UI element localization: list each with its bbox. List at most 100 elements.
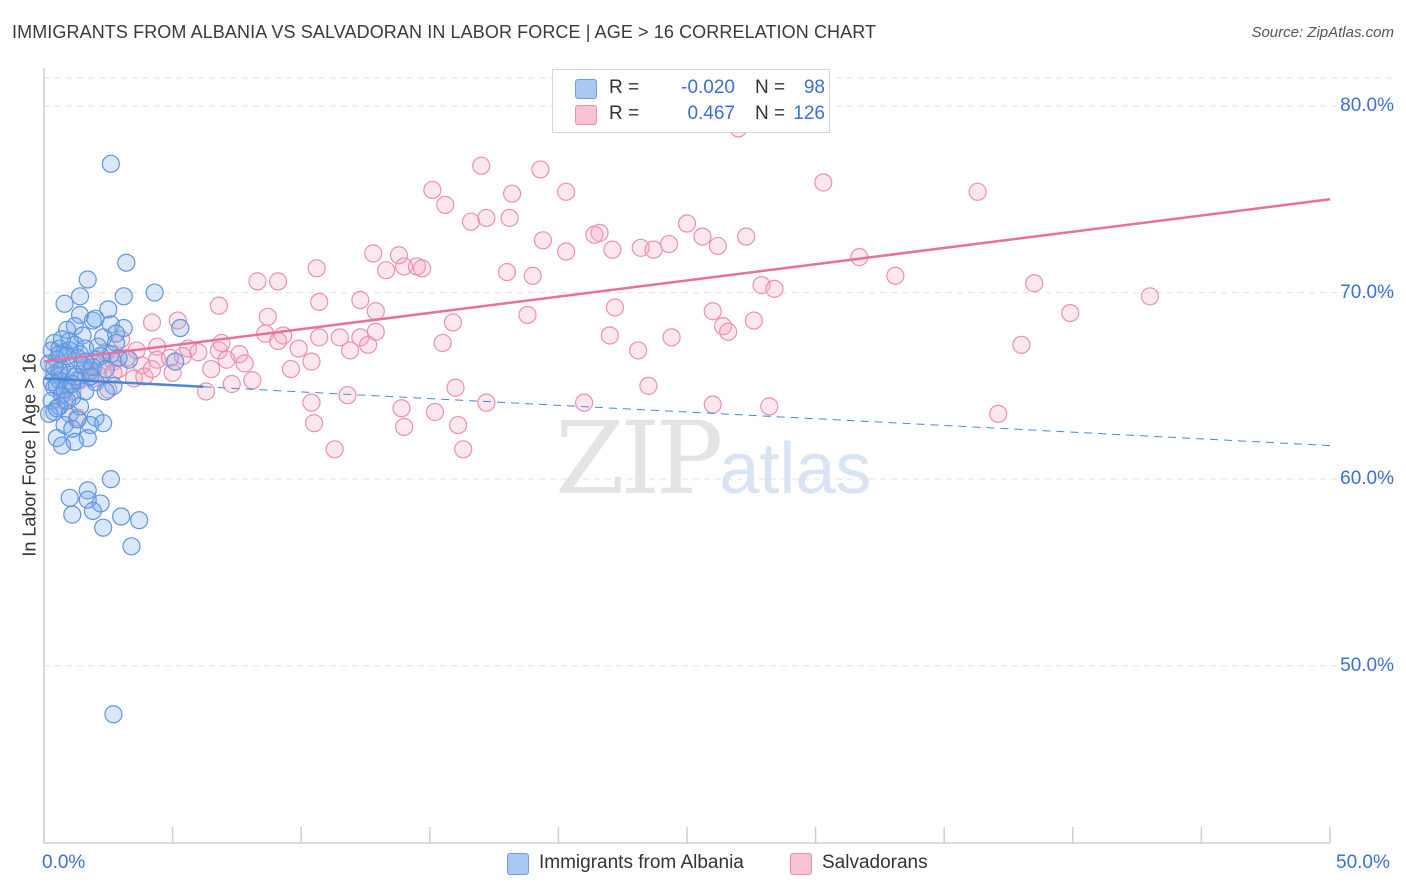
salvadoran-point — [325, 440, 344, 459]
salvadoran-point — [412, 259, 432, 278]
salvadoran-trend-line — [43, 198, 1331, 363]
legend-r-value-albania: -0.020 — [681, 77, 735, 98]
salvadoran-point — [603, 240, 622, 259]
salvadoran-point — [703, 302, 722, 321]
salvadoran-point — [533, 231, 553, 250]
chart-source: Source: ZipAtlas.com — [1251, 24, 1394, 41]
albania-point — [70, 287, 90, 306]
salvadoran-point — [268, 272, 288, 291]
albania-point — [52, 436, 72, 455]
legend-r-label: R = — [609, 103, 640, 124]
salvadoran-point — [425, 402, 445, 422]
bottom-legend-swatch-albania — [507, 853, 529, 875]
albania-point — [91, 494, 110, 513]
albania-point — [88, 337, 108, 356]
albania-point — [171, 318, 190, 338]
salvadoran-point — [135, 367, 154, 386]
salvadoran-point — [814, 173, 833, 192]
salvadoran-point — [366, 302, 385, 321]
salvadoran-point — [1061, 303, 1080, 323]
salvadoran-point — [659, 234, 679, 254]
salvadoran-point — [446, 378, 465, 397]
y-axis-label: In Labor Force | Age > 16 — [19, 353, 40, 557]
albania-point — [114, 287, 133, 306]
salvadoran-point — [394, 257, 414, 276]
salvadoran-point — [217, 350, 236, 369]
albania-point — [104, 705, 123, 724]
legend-n-label: N = — [755, 103, 786, 124]
albania-point — [83, 311, 102, 330]
y-tick-label: 70.0% — [1340, 281, 1394, 303]
salvadoran-point — [454, 440, 473, 459]
albania-point — [101, 154, 120, 173]
salvadoran-point — [209, 296, 228, 315]
salvadoran-point — [243, 371, 262, 390]
salvadoran-point — [703, 395, 722, 414]
salvadoran-point — [765, 279, 784, 298]
albania-trend-line — [43, 377, 204, 389]
salvadoran-point — [142, 313, 162, 332]
salvadoran-point — [644, 240, 663, 259]
salvadoran-point — [443, 313, 463, 332]
salvadoran-point — [708, 236, 727, 256]
salvadoran-point — [1012, 335, 1031, 354]
albania-point — [55, 294, 74, 313]
salvadoran-point — [719, 322, 738, 341]
salvadoran-point — [330, 328, 349, 347]
salvadoran-point — [258, 307, 277, 326]
albania-point — [52, 330, 72, 349]
albania-point — [166, 352, 185, 371]
salvadoran-point — [423, 180, 442, 200]
salvadoran-point — [760, 397, 779, 416]
chart-title: IMMIGRANTS FROM ALBANIA VS SALVADORAN IN… — [12, 22, 877, 42]
salvadoran-point — [639, 376, 658, 395]
salvadoran-point — [575, 393, 594, 412]
salvadoran-point — [744, 311, 763, 330]
salvadoran-point — [142, 359, 162, 379]
salvadoran-point — [235, 354, 254, 373]
albania-point — [130, 511, 149, 530]
salvadoran-point — [518, 305, 537, 325]
salvadoran-point — [523, 266, 542, 285]
salvadoran-point — [302, 352, 321, 371]
albania-point — [112, 507, 131, 526]
x-tick-label-min: 0.0% — [42, 852, 86, 873]
albania-point — [47, 399, 66, 418]
salvadoran-point — [989, 404, 1008, 423]
salvadoran-point — [364, 244, 383, 263]
salvadoran-point — [212, 333, 231, 353]
salvadoran-point — [693, 227, 712, 246]
salvadoran-point — [351, 290, 370, 310]
salvadoran-point — [629, 341, 648, 360]
salvadoran-point — [189, 343, 208, 362]
albania-point — [117, 253, 136, 272]
albania-point — [60, 488, 79, 507]
salvadoran-point — [531, 160, 550, 179]
salvadoran-point — [310, 292, 329, 312]
albania-point — [101, 470, 120, 489]
salvadoran-point — [662, 328, 681, 347]
watermark-atlas: atlas — [719, 429, 872, 509]
salvadoran-point — [886, 266, 905, 285]
albania-point — [96, 382, 115, 401]
albania-point — [81, 367, 100, 386]
salvadoran-point — [281, 359, 301, 379]
albania-point — [58, 391, 77, 410]
salvadoran-point — [713, 317, 733, 336]
salvadoran-point — [163, 363, 182, 382]
salvadoran-point — [268, 331, 288, 351]
salvadoran-point — [677, 214, 697, 233]
salvadoran-point — [392, 399, 411, 418]
salvadoran-point — [248, 272, 267, 291]
salvadoran-point — [500, 208, 519, 228]
salvadoran-point — [168, 311, 187, 330]
albania-point — [94, 414, 113, 433]
y-tick-label: 50.0% — [1340, 654, 1394, 676]
albania-point — [63, 374, 82, 394]
salvadoran-point — [310, 328, 329, 347]
salvadoran-point — [304, 414, 324, 433]
legend-r-value-salvadoran: 0.467 — [687, 103, 735, 124]
correlation-legend: R = -0.020 N = 98 R = 0.467 N = 126 — [552, 69, 830, 133]
salvadoran-point — [307, 259, 326, 278]
